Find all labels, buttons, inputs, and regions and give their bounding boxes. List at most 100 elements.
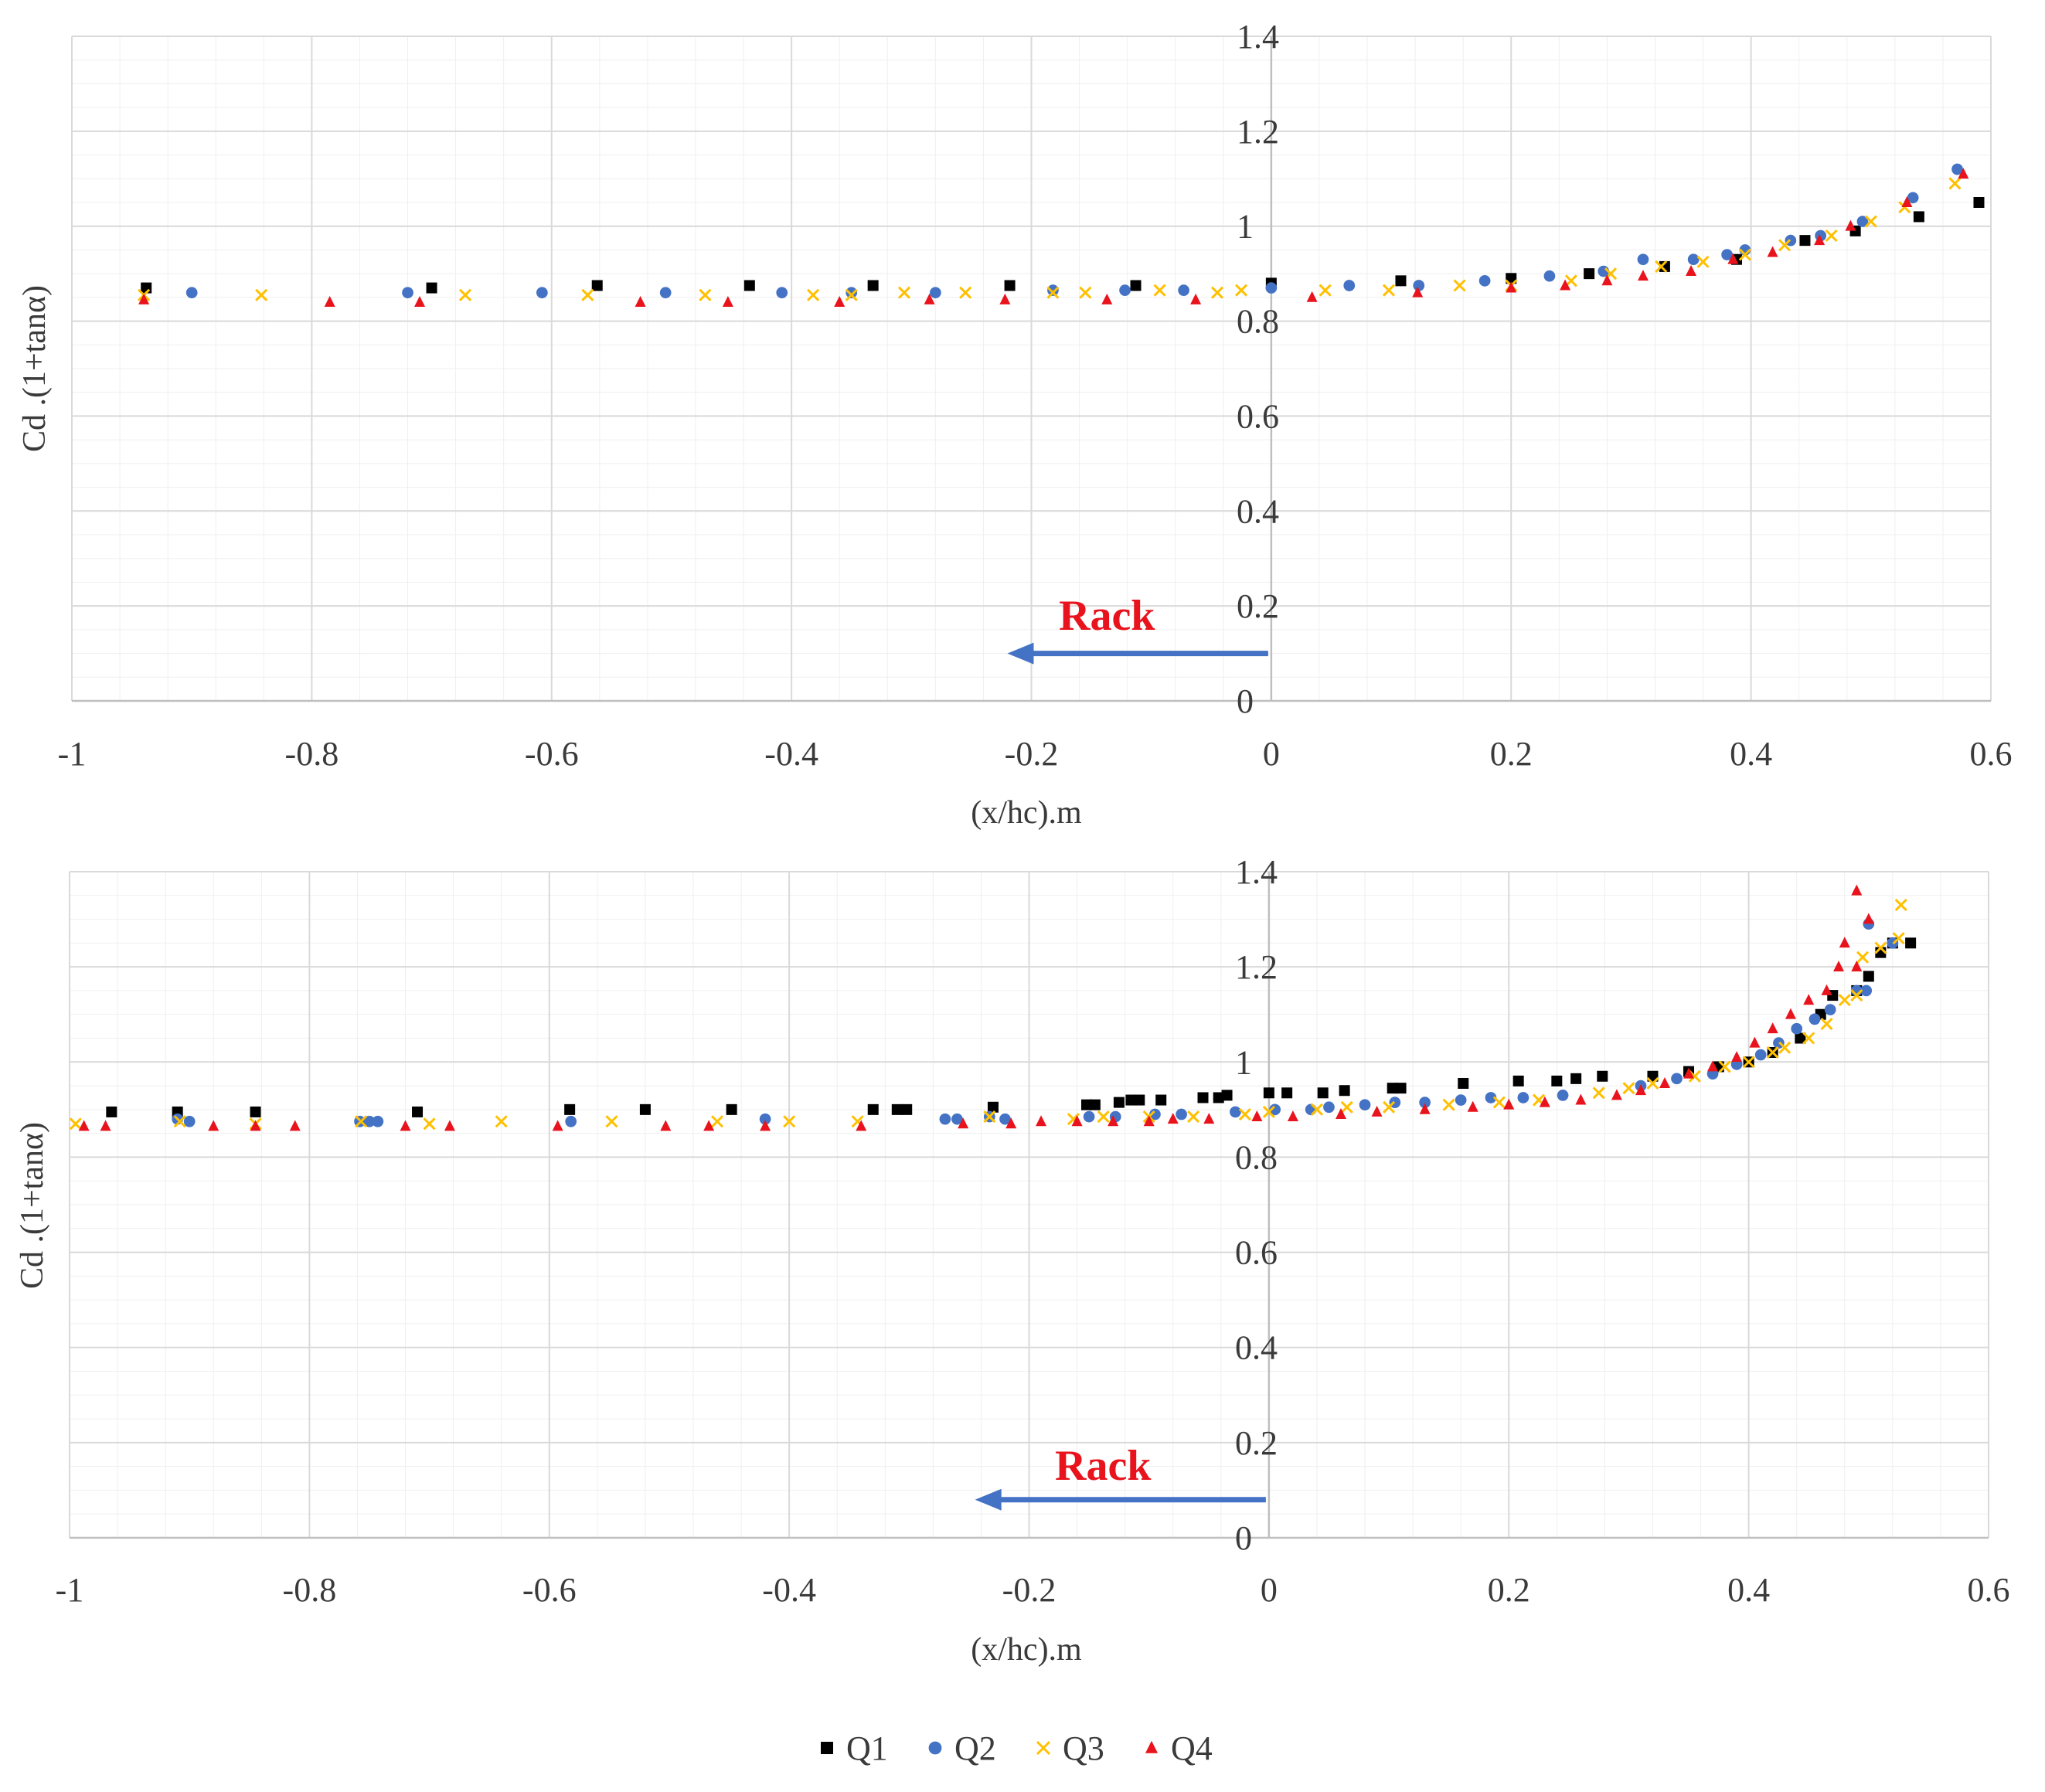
data-point [1395,275,1407,287]
data-point [1907,192,1919,204]
data-point [958,1117,969,1129]
x-tick-label: -1 [56,1571,84,1609]
data-point [1004,280,1016,291]
data-point [1419,1103,1431,1114]
data-point [1176,1108,1187,1120]
data-point [1442,1098,1455,1111]
data-point [1948,177,1962,190]
data-point [1821,984,1832,995]
data-point [1453,279,1466,292]
x-tick-label: -0.2 [1002,1571,1057,1609]
y-tick-label: 1.4 [1235,853,1278,891]
data-point [458,288,472,301]
series-q1 [106,937,1917,1117]
data-point [444,1120,455,1131]
data-point [1754,1049,1767,1061]
data-point [1707,1060,1719,1072]
data-point [1108,1115,1119,1127]
data-point [1503,1098,1515,1110]
data-point [1683,1067,1695,1079]
data-point [1687,253,1700,266]
data-point [1083,1110,1095,1123]
y-tick-label: 0.4 [1237,492,1279,530]
data-point [1901,196,1913,207]
data-point [1235,284,1248,297]
x-tick-label: -0.4 [762,1571,816,1609]
y-tick-label: 0.6 [1237,397,1279,435]
x-tick-label: -0.8 [285,735,339,773]
x-tick-label: -0.6 [522,1571,577,1609]
data-point [1395,1083,1407,1094]
x-tick-label: 0 [1263,735,1280,773]
rack-label: Rack [1055,1442,1152,1490]
y-axis-title: Cd .(1+tanα) [17,285,53,452]
data-point [783,1115,796,1128]
x-tick-label: -0.8 [283,1571,337,1609]
data-point [806,288,820,301]
legend-marker-q1 [821,1742,833,1754]
x-tick-label: 0 [1261,1571,1278,1609]
data-point [1721,249,1733,260]
rack-arrow-head [975,1488,1002,1511]
legend-label-q4: Q4 [1171,1729,1213,1767]
data-point [930,287,941,299]
data-point [1601,274,1613,286]
data-point [1864,215,1877,228]
legend-marker-q3 [1036,1740,1051,1756]
data-point [1517,1092,1529,1103]
data-point [1809,1013,1821,1025]
data-point [1287,1110,1298,1122]
data-point [699,288,712,301]
y-tick-label: 0.8 [1237,303,1279,341]
data-point [660,1120,672,1131]
data-point [1089,1099,1101,1110]
data-point [983,1110,996,1124]
data-point [1659,260,1670,272]
y-tick-label: 1 [1235,1043,1252,1081]
data-point [173,1115,186,1128]
data-point [759,1113,771,1125]
data-point [1506,281,1517,293]
series-q2 [172,918,1899,1127]
x-axis-title: (x/hc).m [971,1632,1082,1668]
data-point [1825,229,1838,243]
y-tick-label: 0.4 [1235,1329,1278,1367]
series-q4 [138,168,1969,307]
data-point [867,280,879,291]
data-point [1655,260,1668,273]
x-tick-label: 0.6 [1970,735,2013,773]
data-point [635,295,646,307]
data-point [1646,1076,1659,1090]
data-point [106,1106,117,1117]
data-point [1637,270,1649,281]
data-point [1371,1105,1383,1117]
y-tick-label: 0.6 [1235,1234,1278,1272]
x-tick-label: -0.6 [525,735,579,773]
data-point [69,1117,82,1131]
data-point [1305,1103,1317,1116]
data-point [1230,1106,1241,1118]
legend-marker-q2 [928,1741,942,1755]
data-point [1785,1008,1796,1019]
data-point [1079,286,1092,299]
data-point [1178,284,1189,296]
data-point [710,1115,724,1128]
data-point [1727,253,1739,264]
y-tick-label: 1.2 [1235,948,1278,986]
data-point [1047,284,1059,296]
data-point [1575,1093,1587,1105]
data-point [426,282,437,294]
data-point [1856,216,1869,227]
data-point [1382,284,1396,297]
data-point [1265,282,1278,294]
data-point [743,280,755,291]
data-point [1467,1100,1478,1112]
data-point [1766,1046,1779,1059]
data-point [412,1106,424,1117]
data-point [1951,163,1963,175]
data-point [581,288,594,301]
data-point [1485,1092,1497,1103]
data-point [1742,1056,1755,1069]
data-point [1119,284,1131,296]
data-point [183,1115,196,1127]
